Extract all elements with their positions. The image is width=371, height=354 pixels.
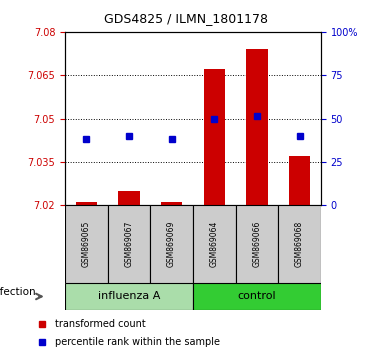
Bar [204, 69, 225, 205]
Bar [65, 205, 108, 283]
Text: GSM869067: GSM869067 [124, 221, 134, 268]
Bar [193, 283, 321, 310]
Bar [236, 205, 278, 283]
Text: percentile rank within the sample: percentile rank within the sample [55, 337, 220, 347]
Text: infection: infection [0, 287, 36, 297]
Bar [118, 191, 139, 205]
Bar [108, 205, 150, 283]
Bar [193, 205, 236, 283]
Bar [150, 205, 193, 283]
Text: GSM869065: GSM869065 [82, 221, 91, 268]
Text: GSM869069: GSM869069 [167, 221, 176, 268]
Text: GSM869066: GSM869066 [252, 221, 262, 268]
Bar [76, 202, 97, 205]
Bar [161, 202, 182, 205]
Text: influenza A: influenza A [98, 291, 160, 302]
Text: control: control [237, 291, 276, 302]
Text: GSM869064: GSM869064 [210, 221, 219, 268]
Bar [289, 156, 310, 205]
Text: transformed count: transformed count [55, 319, 146, 329]
Bar [65, 283, 193, 310]
Bar [278, 205, 321, 283]
Text: GSM869068: GSM869068 [295, 221, 304, 267]
Text: GDS4825 / ILMN_1801178: GDS4825 / ILMN_1801178 [104, 12, 267, 25]
Bar [246, 49, 267, 205]
